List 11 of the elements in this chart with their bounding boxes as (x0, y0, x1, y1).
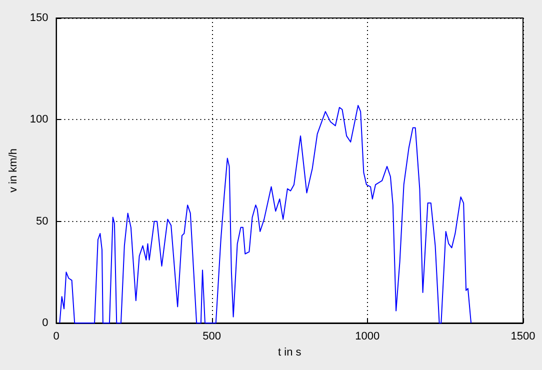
line-series (59, 104, 472, 324)
y-tick-label: 150 (30, 12, 48, 24)
x-tick-label: 0 (53, 330, 60, 342)
x-tick-label: 500 (202, 330, 222, 342)
x-tick-label: 1000 (355, 330, 380, 342)
y-axis-title: v in km/h (8, 148, 20, 193)
y-tick-label: 50 (36, 215, 48, 228)
x-axis-title: t in s (278, 346, 302, 358)
x-tick-label: 1500 (510, 330, 536, 342)
y-tick-label: 100 (30, 114, 48, 126)
y-tick-label: 0 (42, 317, 48, 329)
